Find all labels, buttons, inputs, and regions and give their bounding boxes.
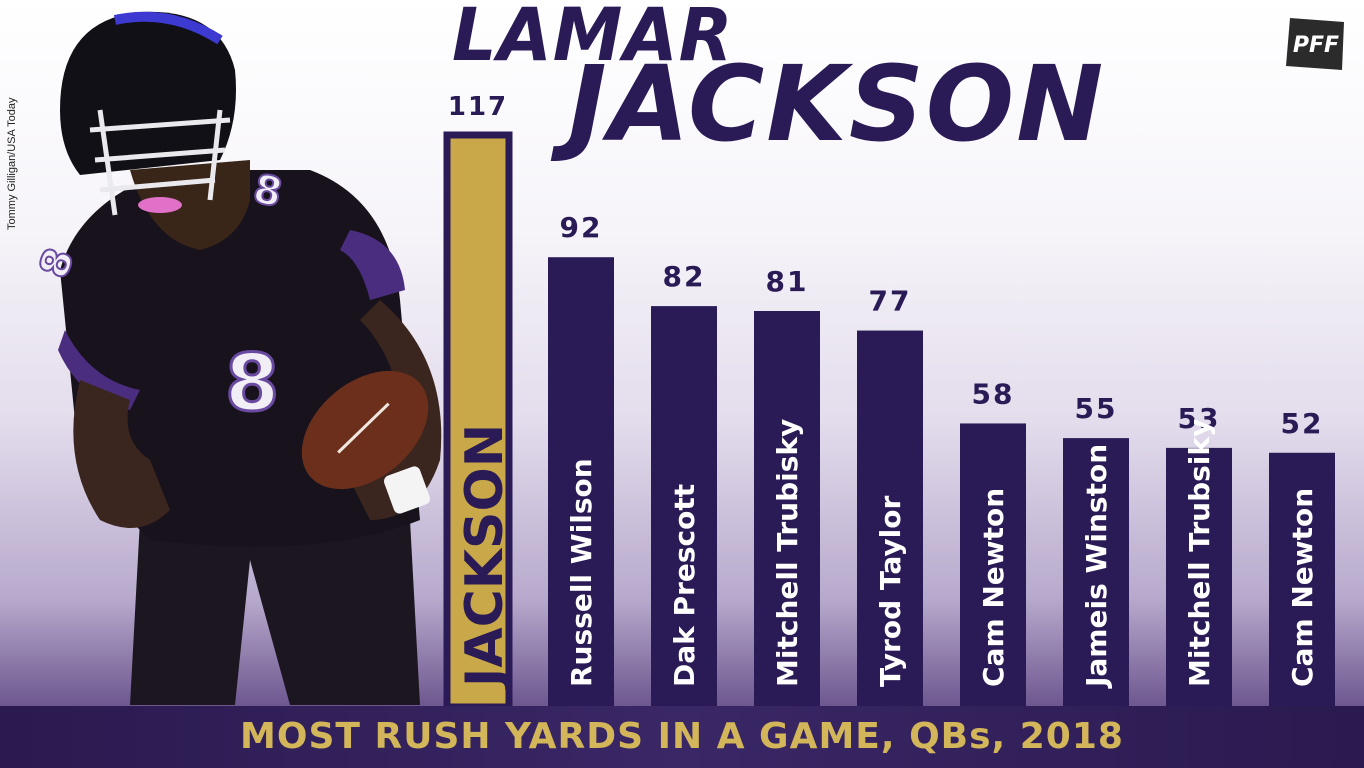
- bar: [548, 257, 614, 707]
- value-label: 117: [448, 92, 508, 122]
- pff-logo: PFF: [1286, 18, 1344, 70]
- bar: [1063, 438, 1129, 707]
- category-label: Tyrod Taylor: [874, 496, 907, 687]
- value-label: 55: [1075, 392, 1118, 425]
- value-label: 58: [972, 377, 1015, 410]
- svg-text:8: 8: [31, 242, 84, 284]
- bar: [960, 423, 1026, 707]
- category-label: Cam Newton: [1286, 488, 1319, 687]
- category-label: Mitchell Trubsiky: [1183, 419, 1216, 687]
- title-first-name: LAMAR: [452, 0, 734, 79]
- category-label: Russell Wilson: [565, 458, 598, 687]
- value-label: 77: [869, 285, 912, 318]
- category-label: Cam Newton: [977, 488, 1010, 687]
- value-label: 92: [560, 211, 603, 244]
- value-label: 53: [1178, 402, 1221, 435]
- svg-text:8: 8: [225, 339, 279, 429]
- bar-highlight: [443, 131, 513, 711]
- bar: [1269, 452, 1335, 707]
- category-label: Dak Prescott: [668, 484, 701, 687]
- bar: [1166, 447, 1232, 707]
- pff-logo-text: PFF: [1293, 33, 1339, 58]
- footer-band: [0, 706, 1364, 768]
- chart-title: MOST RUSH YARDS IN A GAME, QBs, 2018: [240, 716, 1124, 757]
- bar: [754, 311, 820, 707]
- category-label: Jameis Winston: [1080, 444, 1113, 689]
- title-last-name: JACKSON: [568, 43, 1106, 165]
- bar: [651, 306, 717, 707]
- bar: [857, 330, 923, 707]
- category-label: Mitchell Trubisky: [771, 419, 804, 687]
- value-label: 81: [766, 265, 809, 298]
- value-label: 82: [663, 260, 706, 293]
- value-label: 52: [1281, 407, 1324, 440]
- player-photo: 8 8 8: [30, 11, 442, 705]
- category-label: JACKSON: [455, 424, 515, 690]
